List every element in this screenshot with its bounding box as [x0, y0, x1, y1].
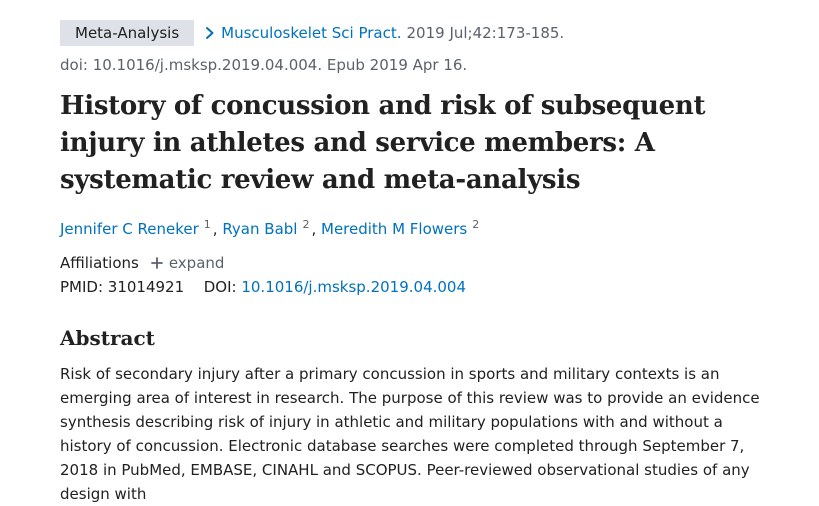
pmid-value: 31014921	[107, 278, 185, 296]
citation-details: 2019 Jul;42:173-185.	[406, 24, 565, 42]
author-list: Jennifer C Reneker 1, Ryan Babl 2, Meredit…	[60, 218, 480, 238]
article-header: Meta-Analysis Musculoskelet Sci Pract. 2…	[60, 20, 780, 506]
citation-line: Meta-Analysis Musculoskelet Sci Pract. 2…	[60, 20, 780, 46]
affiliations-row: Affiliations expand	[60, 252, 780, 274]
abstract-heading: Abstract	[60, 326, 155, 350]
expand-affiliations-button[interactable]: expand	[150, 254, 225, 272]
author-link[interactable]: Ryan Babl	[222, 220, 298, 238]
expand-label: expand	[168, 254, 225, 272]
affiliations-label: Affiliations	[60, 254, 139, 272]
author-link[interactable]: Meredith M Flowers	[321, 220, 468, 238]
abstract-text: Risk of secondary injury after a primary…	[60, 365, 760, 503]
affiliation-ref[interactable]: 2	[302, 218, 310, 231]
pmid-label: PMID:	[60, 278, 104, 296]
doi-label: DOI:	[203, 278, 237, 296]
doi-epub-line: doi: 10.1016/j.msksp.2019.04.004. Epub 2…	[60, 56, 468, 74]
publication-type-badge: Meta-Analysis	[60, 20, 195, 46]
article-title: History of concussion and risk of subseq…	[60, 91, 706, 195]
affiliation-ref[interactable]: 1	[203, 218, 211, 231]
author-link[interactable]: Jennifer C Reneker	[60, 220, 199, 238]
affiliation-ref[interactable]: 2	[472, 218, 480, 231]
identifiers: PMID: 31014921 DOI: 10.1016/j.msksp.2019…	[60, 278, 780, 300]
chevron-right-icon	[206, 27, 214, 39]
doi-link[interactable]: 10.1016/j.msksp.2019.04.004	[241, 278, 467, 296]
journal-link[interactable]: Musculoskelet Sci Pract.	[221, 24, 402, 42]
plus-icon	[150, 257, 163, 269]
